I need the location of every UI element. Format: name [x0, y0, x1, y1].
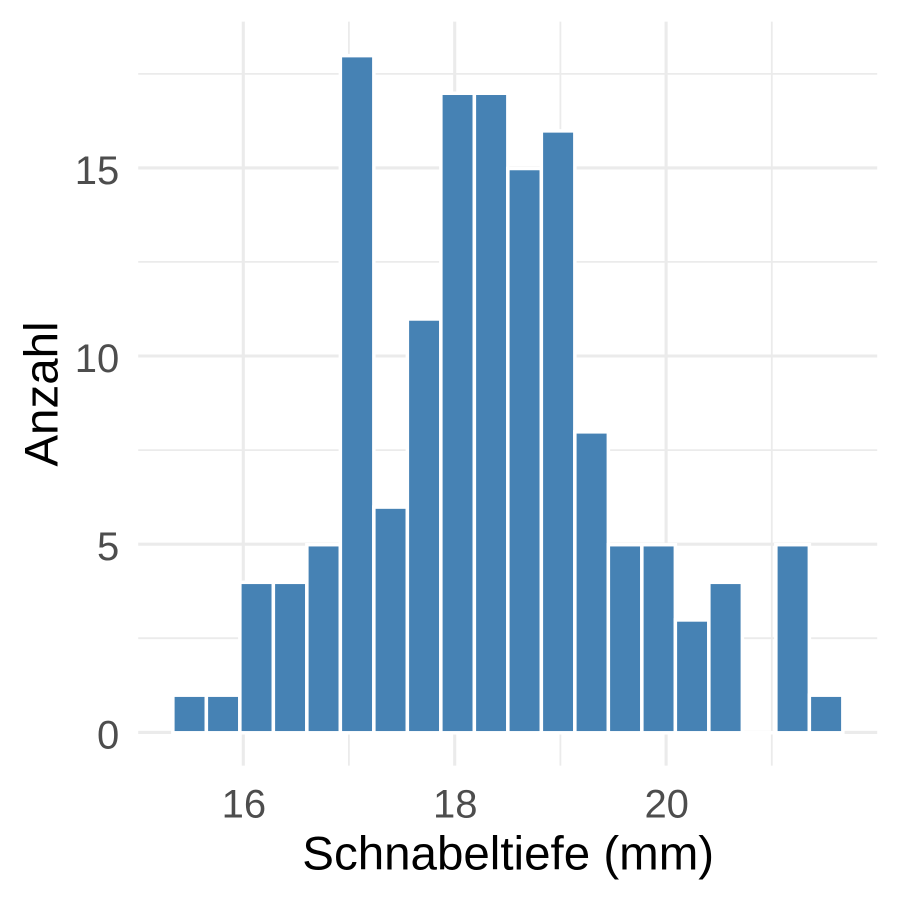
svg-text:Schnabeltiefe (mm): Schnabeltiefe (mm) — [302, 827, 714, 880]
svg-text:0: 0 — [97, 713, 119, 757]
svg-text:15: 15 — [75, 149, 120, 193]
svg-text:18: 18 — [433, 782, 478, 826]
svg-text:20: 20 — [644, 782, 689, 826]
svg-text:10: 10 — [75, 337, 120, 381]
svg-text:16: 16 — [222, 782, 267, 826]
svg-text:5: 5 — [97, 525, 119, 569]
svg-text:Anzahl: Anzahl — [16, 321, 69, 466]
